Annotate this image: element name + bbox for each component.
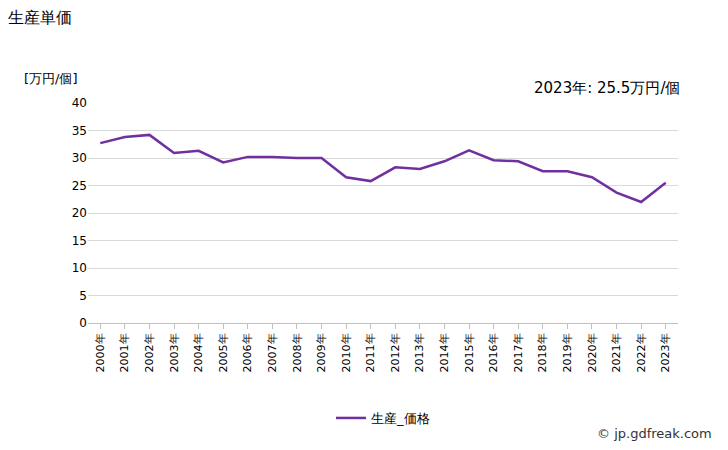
- svg-text:35: 35: [72, 124, 87, 138]
- svg-text:2002年: 2002年: [143, 333, 156, 372]
- svg-text:2003年: 2003年: [168, 333, 181, 372]
- svg-text:5: 5: [79, 289, 87, 303]
- svg-text:2023年: 25.5万円/個: 2023年: 25.5万円/個: [534, 79, 680, 97]
- svg-text:2009年: 2009年: [315, 333, 328, 372]
- svg-text:2014年: 2014年: [438, 333, 451, 372]
- svg-text:2020年: 2020年: [586, 333, 599, 372]
- svg-text:2011年: 2011年: [364, 333, 377, 372]
- svg-text:0: 0: [79, 316, 87, 330]
- svg-text:25: 25: [72, 179, 87, 193]
- svg-text:2005年: 2005年: [217, 333, 230, 372]
- svg-text:2016年: 2016年: [487, 333, 500, 372]
- svg-text:2013年: 2013年: [413, 333, 426, 372]
- svg-text:20: 20: [72, 206, 87, 220]
- svg-text:2019年: 2019年: [561, 333, 574, 372]
- svg-text:15: 15: [72, 234, 87, 248]
- svg-text:生産_価格: 生産_価格: [371, 411, 430, 426]
- svg-text:2021年: 2021年: [610, 333, 623, 372]
- svg-text:10: 10: [72, 261, 87, 275]
- svg-text:2022年: 2022年: [635, 333, 648, 372]
- svg-text:2018年: 2018年: [536, 333, 549, 372]
- svg-text:2001年: 2001年: [118, 333, 131, 372]
- svg-text:2010年: 2010年: [340, 333, 353, 372]
- svg-text:2008年: 2008年: [291, 333, 304, 372]
- svg-text:© jp.gdfreak.com: © jp.gdfreak.com: [597, 426, 712, 441]
- svg-text:30: 30: [72, 151, 87, 165]
- svg-text:2017年: 2017年: [512, 333, 525, 372]
- svg-text:2004年: 2004年: [192, 333, 205, 372]
- svg-text:2000年: 2000年: [94, 333, 107, 372]
- svg-text:2023年: 2023年: [659, 333, 672, 372]
- svg-text:生産単価: 生産単価: [8, 8, 72, 27]
- svg-text:[万円/個]: [万円/個]: [24, 71, 78, 86]
- svg-text:2012年: 2012年: [389, 333, 402, 372]
- svg-text:40: 40: [72, 96, 87, 110]
- svg-text:2006年: 2006年: [241, 333, 254, 372]
- svg-text:2007年: 2007年: [266, 333, 279, 372]
- svg-text:2015年: 2015年: [463, 333, 476, 372]
